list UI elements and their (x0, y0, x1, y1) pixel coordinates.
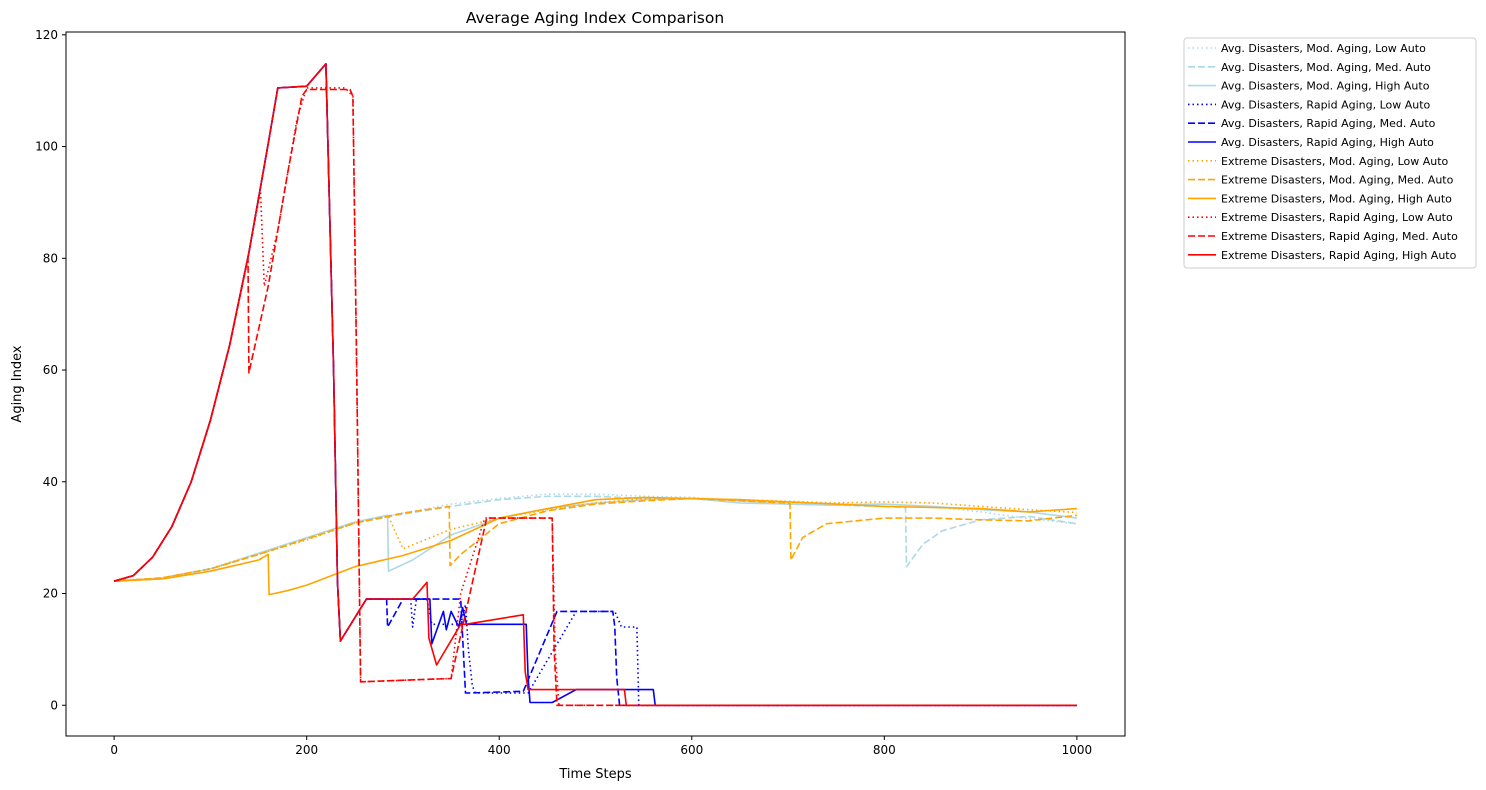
x-tick-label: 1000 (1062, 743, 1093, 757)
chart-title: Average Aging Index Comparison (466, 9, 724, 27)
legend-label: Avg. Disasters, Rapid Aging, Low Auto (1221, 98, 1431, 111)
legend-label: Avg. Disasters, Rapid Aging, Med. Auto (1221, 117, 1436, 130)
series-line-8 (114, 497, 1077, 582)
series-line-6 (113, 62, 1077, 707)
x-tick-label: 200 (295, 743, 318, 757)
legend-label: Extreme Disasters, Mod. Aging, High Auto (1221, 192, 1452, 205)
x-tick-label: 600 (680, 743, 703, 757)
x-tick-label: 0 (110, 743, 118, 757)
series-line-10 (113, 87, 1077, 707)
y-tick-label: 20 (43, 587, 58, 601)
series-layer (113, 62, 1078, 707)
x-tick-label: 400 (488, 743, 511, 757)
y-tick-label: 40 (43, 475, 58, 489)
y-tick-label: 120 (35, 28, 58, 42)
legend-frame (1183, 37, 1477, 269)
plot-area (65, 31, 1126, 737)
y-axis-label: Aging Index (10, 345, 25, 422)
legend-label: Extreme Disasters, Rapid Aging, Med. Aut… (1221, 230, 1458, 243)
legend-label: Avg. Disasters, Rapid Aging, High Auto (1221, 136, 1434, 149)
series-line-4 (113, 62, 1077, 707)
legend-label: Avg. Disasters, Mod. Aging, Low Auto (1221, 42, 1426, 55)
y-tick-label: 100 (35, 140, 58, 154)
legend-label: Avg. Disasters, Mod. Aging, High Auto (1221, 80, 1430, 93)
legend-label: Extreme Disasters, Mod. Aging, Low Auto (1221, 155, 1449, 168)
series-line-9 (114, 496, 1077, 596)
series-line-2 (114, 495, 1078, 582)
legend-label: Avg. Disasters, Mod. Aging, Med. Auto (1221, 61, 1431, 74)
series-line-11 (113, 88, 1077, 707)
x-axis-label: Time Steps (558, 767, 632, 782)
x-tick-label: 800 (873, 743, 896, 757)
x-axis: 0 200 400 600 800 1000 (110, 736, 1092, 757)
series-line-3 (114, 497, 1078, 582)
legend-label: Extreme Disasters, Rapid Aging, High Aut… (1221, 249, 1457, 262)
y-tick-label: 60 (43, 363, 58, 377)
series-line-7 (114, 497, 1077, 582)
legend: Avg. Disasters, Mod. Aging, Low Auto Avg.… (1183, 37, 1477, 269)
series-line-1 (114, 493, 1077, 582)
y-axis: 0 20 40 60 80 100 120 (35, 28, 66, 712)
series-line-12 (113, 62, 1077, 707)
legend-label: Extreme Disasters, Rapid Aging, Low Auto (1221, 211, 1453, 224)
y-tick-label: 80 (43, 251, 58, 265)
y-tick-label: 0 (50, 698, 58, 712)
legend-label: Extreme Disasters, Mod. Aging, Med. Auto (1221, 174, 1454, 187)
series-line-5 (113, 62, 1077, 707)
plot-frame (65, 31, 1126, 737)
